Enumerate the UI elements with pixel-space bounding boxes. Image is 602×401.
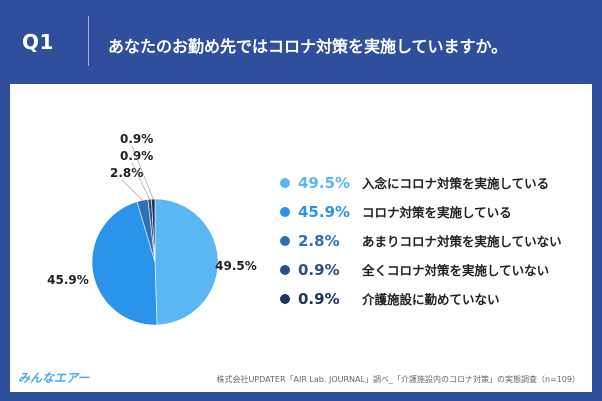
legend-item: 2.8% あまりコロナ対策を実施していない xyxy=(280,226,562,255)
chart-legend: 49.5% 入念にコロナ対策を実施している 45.9% コロナ対策を実施している… xyxy=(280,168,562,313)
slice-data-label: 0.9% xyxy=(120,149,153,163)
question-header: Q1 あなたのお勤め先ではコロナ対策を実施していますか。 xyxy=(0,0,602,80)
label-leader-line xyxy=(131,145,154,200)
legend-value: 45.9% xyxy=(298,202,351,221)
legend-label: 全くコロナ対策を実施していない xyxy=(362,263,550,278)
pie-slice xyxy=(151,198,156,263)
header-divider xyxy=(88,16,89,66)
slice-data-label: 49.5% xyxy=(215,259,257,273)
legend-value: 49.5% xyxy=(298,173,351,192)
legend-value: 2.8% xyxy=(298,231,340,250)
legend-swatch xyxy=(280,235,290,246)
slice-data-label: 45.9% xyxy=(47,273,89,287)
label-leader-line xyxy=(121,179,143,201)
legend-label: あまりコロナ対策を実施していない xyxy=(362,234,562,249)
question-number: Q1 xyxy=(22,30,54,54)
legend-label: 介護施設に勤めていない xyxy=(362,292,500,307)
label-leader-line xyxy=(131,162,150,200)
legend-swatch xyxy=(280,206,290,217)
legend-label: 入念にコロナ対策を実施している xyxy=(362,176,550,191)
brand-logo: みんなエアー xyxy=(18,371,90,385)
pie-slice xyxy=(154,198,219,326)
question-text: あなたのお勤め先ではコロナ対策を実施していますか。 xyxy=(108,37,508,56)
source-note: 株式会社UPDATER「AIR Lab. JOURNAL」調べ_「介護施設内のコ… xyxy=(216,375,580,384)
legend-item: 0.9% 全くコロナ対策を実施していない xyxy=(280,255,562,284)
legend-swatch xyxy=(280,264,290,275)
legend-label: コロナ対策を実施している xyxy=(362,205,512,220)
pie-chart: 49.5% 45.9% 2.8% 0.9% 0.9% xyxy=(47,132,257,326)
legend-swatch xyxy=(280,293,290,304)
slice-data-label: 0.9% xyxy=(120,132,153,146)
legend-item: 49.5% 入念にコロナ対策を実施している xyxy=(280,168,562,197)
legend-item: 0.9% 介護施設に勤めていない xyxy=(280,284,562,313)
legend-item: 45.9% コロナ対策を実施している xyxy=(280,197,562,226)
legend-value: 0.9% xyxy=(298,260,340,279)
slice-data-label: 2.8% xyxy=(110,166,143,180)
pie-slice xyxy=(91,201,158,326)
chart-panel: 49.5% 45.9% 2.8% 0.9% 0.9% 49.5% 入念にコロナ対策を実施… xyxy=(10,84,592,392)
legend-value: 0.9% xyxy=(298,289,340,308)
legend-swatch xyxy=(280,177,290,188)
